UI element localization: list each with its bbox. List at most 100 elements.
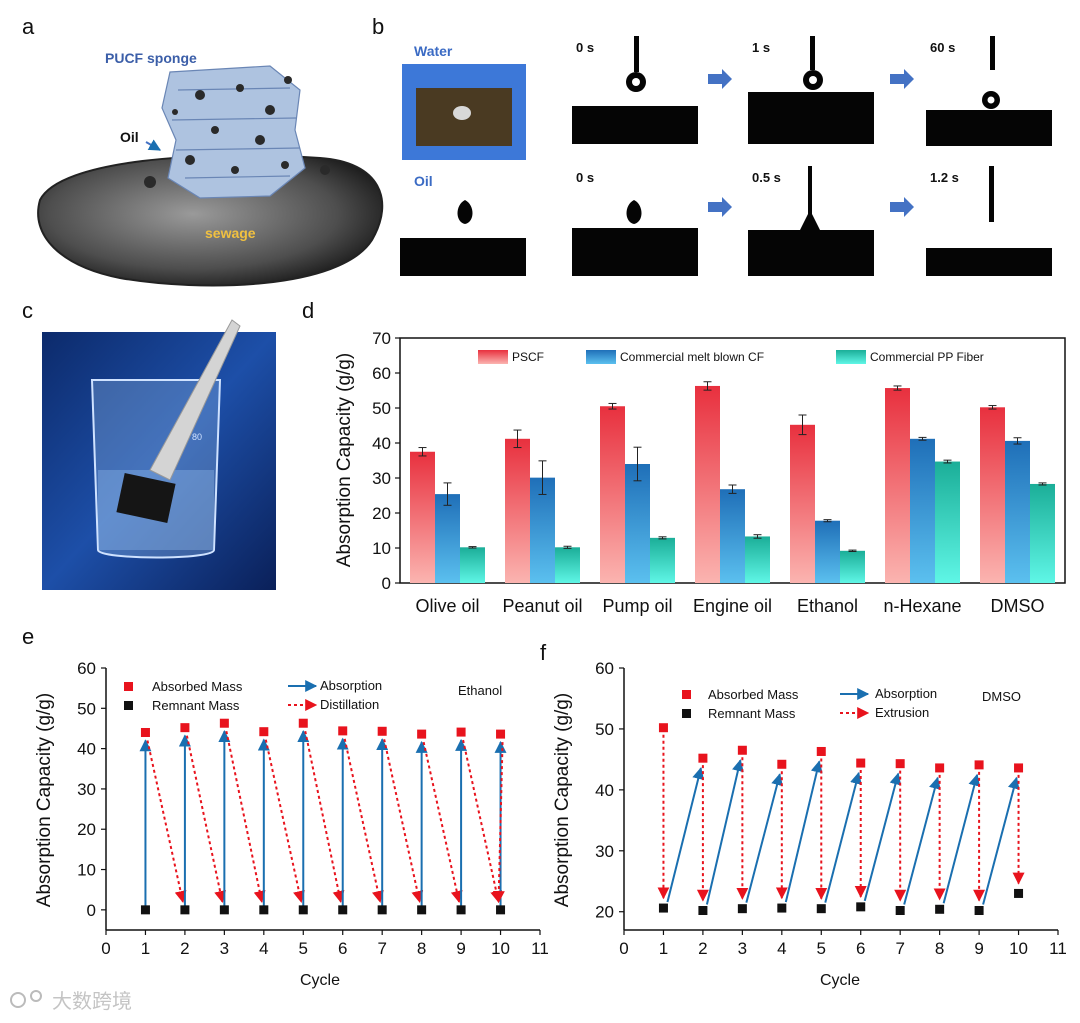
f-absorption-arrow-8 (942, 773, 981, 904)
d-bar-0-5 (885, 388, 910, 583)
f-xtick-label-7: 7 (895, 939, 904, 958)
f-xtick-label-8: 8 (935, 939, 944, 958)
d-bar-2-2 (650, 537, 675, 583)
oil-time-2: 0.5 s (752, 170, 781, 185)
f-remnant-point-4 (816, 904, 826, 914)
d-ytick-label-3: 30 (372, 469, 391, 488)
f-remnant-point-9 (1014, 888, 1024, 898)
e-legend-absorbed-marker (124, 682, 133, 691)
e-absorbed-point-6 (377, 726, 387, 736)
f-xtick-label-0: 0 (619, 939, 628, 958)
e-xtick-label-3: 3 (220, 939, 229, 958)
f-xtick-label-11: 11 (1049, 939, 1067, 958)
e-absorbed-point-0 (140, 727, 150, 737)
d-bar-1-5 (910, 438, 935, 583)
e-absorbed-point-2 (219, 718, 229, 728)
water-time-1: 0 s (576, 40, 594, 55)
f-xtick-label-3: 3 (738, 939, 747, 958)
f-absorbed-point-0 (658, 723, 668, 733)
e-xtick-label-6: 6 (338, 939, 347, 958)
e-ytick-label-5: 50 (77, 699, 96, 718)
e-xtick-label-9: 9 (456, 939, 465, 958)
f-absorbed-point-1 (698, 753, 708, 763)
d-legend-meltblown: Commercial melt blown CF (620, 350, 764, 364)
f-absorption-arrow-4 (784, 760, 823, 903)
e-absorbed-point-7 (417, 729, 427, 739)
d-bar-0-4 (790, 424, 815, 583)
e-absorbed-point-3 (259, 727, 269, 737)
e-annotation: Ethanol (458, 683, 502, 698)
e-distillation-arrow-7 (422, 741, 463, 904)
e-absorbed-point-1 (180, 723, 190, 733)
oil-label-a: Oil (120, 129, 139, 145)
d-category-label-6: DMSO (991, 596, 1045, 616)
e-ytick-label-1: 10 (77, 861, 96, 880)
e-xtick-label-8: 8 (417, 939, 426, 958)
e-ytick-label-0: 0 (87, 901, 96, 920)
f-absorption-arrow-7 (903, 776, 941, 905)
f-legend-remnant: Remnant Mass (708, 706, 796, 721)
f-xtick-label-4: 4 (777, 939, 786, 958)
d-legend-swatch-pp (836, 350, 866, 364)
d-bar-0-1 (505, 438, 530, 583)
e-remnant-point-5 (338, 905, 348, 915)
e-remnant-point-3 (259, 905, 269, 915)
f-legend-absorption: Absorption (875, 686, 937, 701)
chart-d: Absorption Capacity (g/g) PSCF Commercia… (334, 329, 1066, 616)
water-time-2: 1 s (752, 40, 770, 55)
e-xtick-label-7: 7 (377, 939, 386, 958)
d-category-label-2: Pump oil (602, 596, 672, 616)
d-bar-1-0 (435, 494, 460, 583)
f-ytick-label-0: 20 (595, 903, 614, 922)
d-bar-1-2 (625, 464, 650, 583)
f-remnant-point-8 (974, 906, 984, 916)
e-legend-absorbed: Absorbed Mass (152, 679, 243, 694)
e-distillation-arrow-2 (225, 731, 266, 904)
panel-b-images: Water Oil 0 s 1 s 60 s 0 s 0.5 (400, 36, 1052, 276)
e-distillation-arrow-3 (264, 739, 305, 904)
f-ytick-label-1: 30 (595, 842, 614, 861)
f-remnant-point-0 (658, 903, 668, 913)
d-ytick-label-1: 10 (372, 539, 391, 558)
f-remnant-point-3 (777, 903, 787, 913)
d-legend-swatch-pscf (478, 350, 508, 364)
e-ytick-label-4: 40 (77, 740, 96, 759)
e-xtick-label-1: 1 (141, 939, 150, 958)
d-category-label-0: Olive oil (415, 596, 479, 616)
e-remnant-point-8 (456, 905, 466, 915)
d-category-label-3: Engine oil (693, 596, 772, 616)
d-ytick-label-7: 70 (372, 329, 391, 348)
water-label: Water (414, 43, 453, 59)
d-category-label-5: n-Hexane (883, 596, 961, 616)
e-xtick-label-4: 4 (259, 939, 268, 958)
f-ytick-label-3: 50 (595, 720, 614, 739)
e-distillation-arrow-4 (304, 731, 345, 904)
f-absorption-arrow-5 (824, 771, 862, 903)
d-category-label-1: Peanut oil (502, 596, 582, 616)
svg-text:80: 80 (192, 432, 202, 442)
oil-time-1: 0 s (576, 170, 594, 185)
e-xtick-label-10: 10 (491, 939, 510, 958)
e-remnant-point-4 (298, 905, 308, 915)
d-bar-0-0 (410, 451, 435, 583)
f-xtick-label-1: 1 (659, 939, 668, 958)
e-distillation-arrow-9 (492, 742, 505, 904)
d-ytick-label-0: 0 (382, 574, 391, 593)
f-remnant-point-5 (856, 902, 866, 912)
e-legend-absorption: Absorption (320, 678, 382, 693)
sewage-label: sewage (205, 225, 256, 241)
d-bar-2-6 (1030, 483, 1055, 583)
f-ytick-label-2: 40 (595, 781, 614, 800)
f-absorbed-point-3 (777, 759, 787, 769)
e-ytick-label-2: 20 (77, 820, 96, 839)
oil-time-3: 1.2 s (930, 170, 959, 185)
f-absorption-arrow-3 (745, 773, 783, 903)
d-bar-1-3 (720, 489, 745, 583)
f-absorbed-point-8 (974, 760, 984, 770)
e-absorbed-point-4 (298, 718, 308, 728)
e-distillation-arrow-8 (462, 739, 503, 904)
panel-c-photo: 80 (42, 319, 276, 590)
e-remnant-point-7 (417, 905, 427, 915)
e-remnant-point-0 (140, 905, 150, 915)
